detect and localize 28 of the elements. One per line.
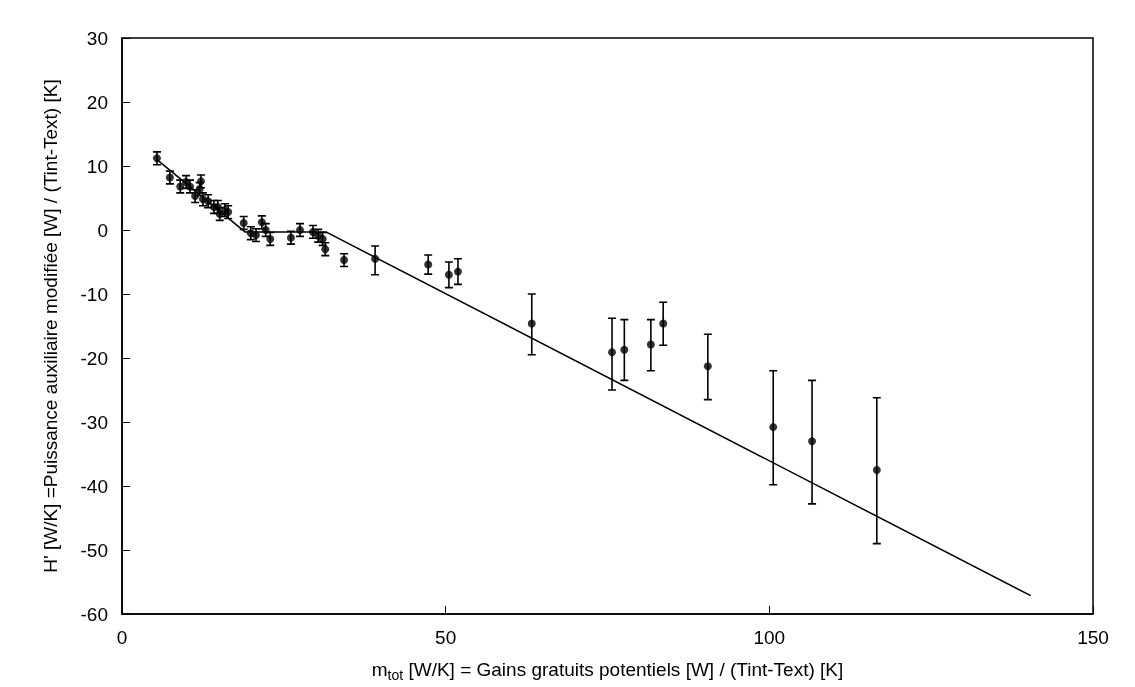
y-tick-label: -50 — [80, 539, 108, 561]
y-tick-label: 20 — [86, 91, 108, 113]
point — [769, 423, 778, 432]
point — [444, 270, 453, 279]
y-tick-label: -20 — [80, 347, 108, 369]
point — [808, 437, 817, 446]
x-tick-label: 150 — [1077, 627, 1109, 648]
point — [371, 254, 380, 263]
x-tick-label: 0 — [116, 627, 128, 648]
point — [424, 260, 433, 269]
x-tick-label: 50 — [435, 627, 457, 648]
y-tick-label: -40 — [80, 475, 108, 497]
point — [646, 340, 655, 349]
point — [872, 466, 881, 474]
y-tick-label: 0 — [97, 219, 108, 241]
y-tick-label: -30 — [80, 411, 108, 433]
point — [453, 267, 462, 276]
y-axis-title: H' [W/K] =Puissance auxiliaire modifiée [W] / (Tint-Text) [K] — [40, 79, 61, 573]
y-tick-label: -10 — [80, 283, 108, 305]
point — [659, 319, 668, 328]
point — [608, 348, 617, 357]
y-tick-label: 30 — [86, 27, 108, 49]
point — [527, 319, 536, 328]
y-tick-label: 10 — [86, 155, 108, 177]
point — [703, 362, 712, 371]
y-tick-label: -60 — [80, 603, 108, 625]
point — [620, 345, 629, 354]
x-tick-label: 100 — [753, 627, 786, 648]
